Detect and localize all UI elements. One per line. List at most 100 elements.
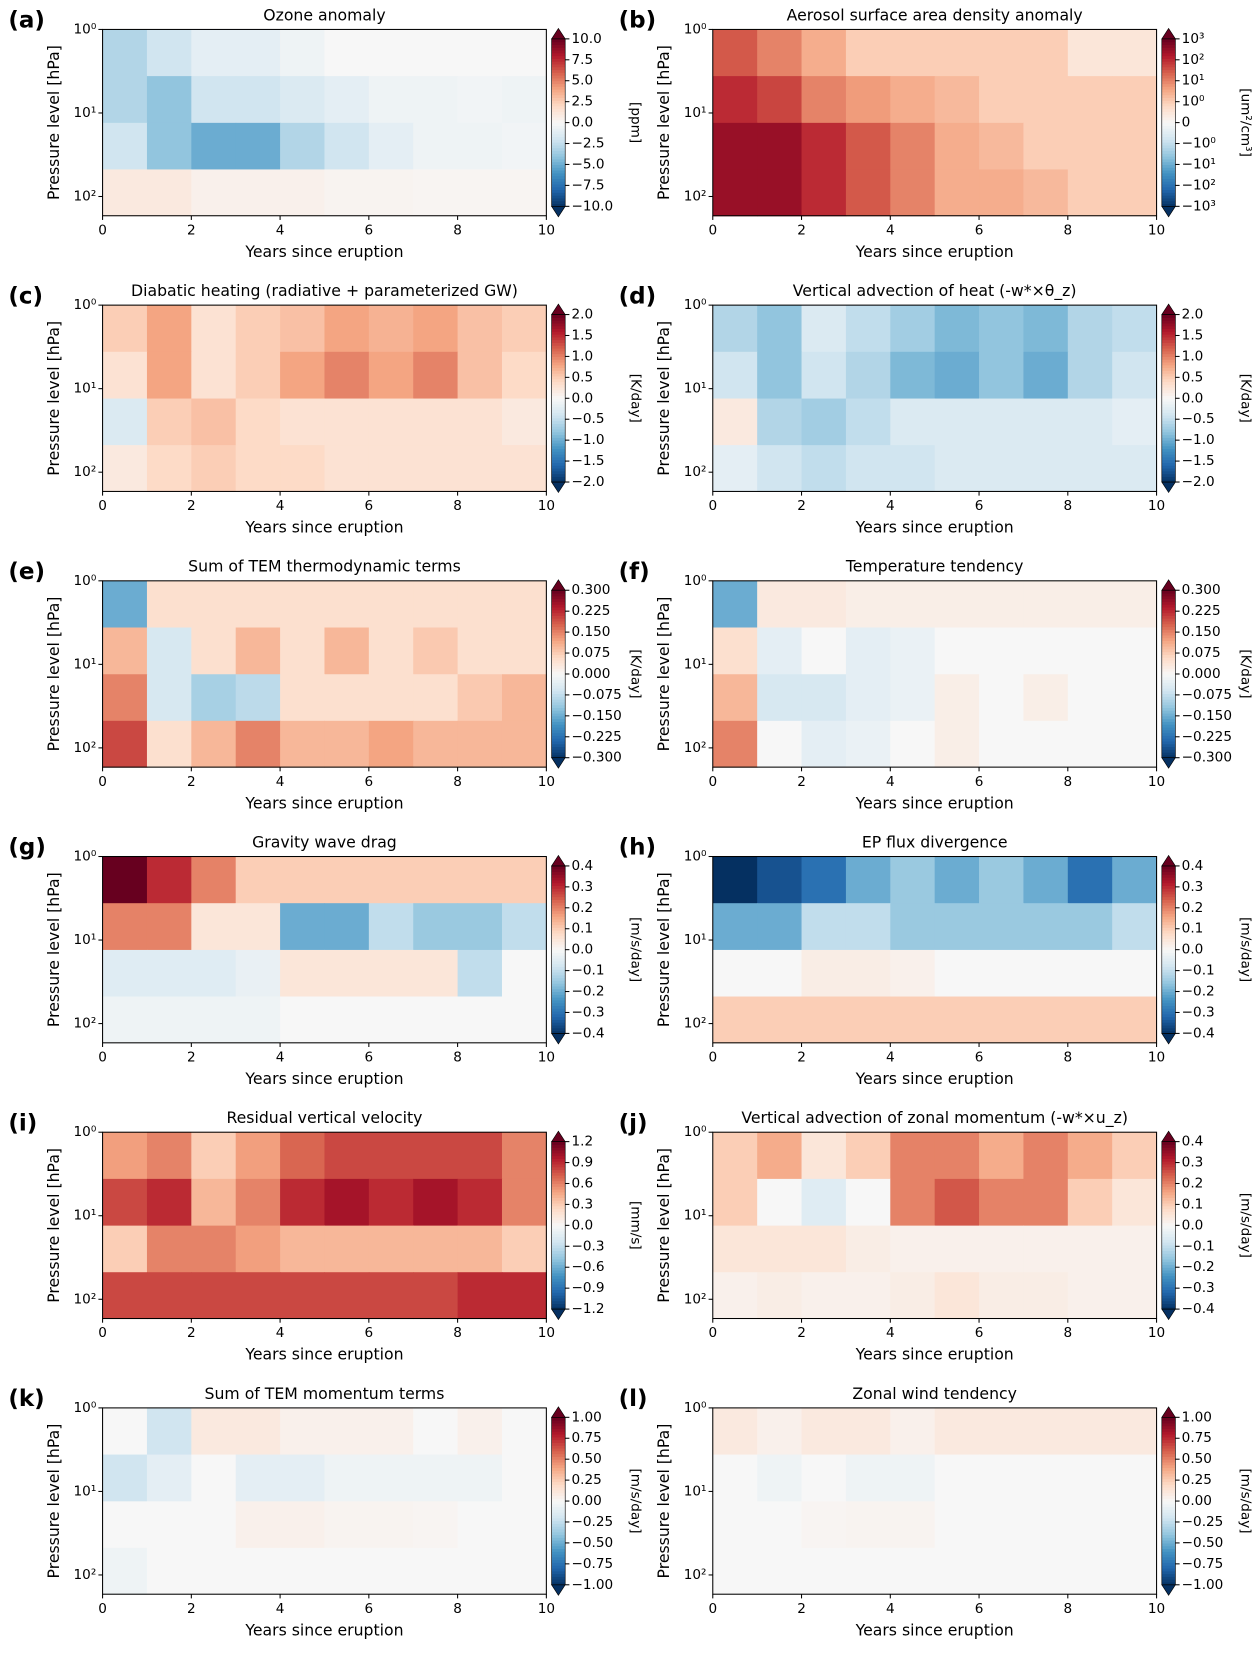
- colorbar-segment: [1161, 657, 1176, 661]
- colorbar-segment: [1161, 955, 1176, 959]
- colorbar-segment: [1161, 94, 1176, 98]
- colorbar-tick-label: 0.225: [1182, 603, 1221, 619]
- colorbar-segment: [551, 1470, 566, 1474]
- colorbar-segment: [551, 1239, 566, 1243]
- x-axis-label: Years since eruption: [855, 1345, 1014, 1364]
- heat-cell: [280, 1454, 325, 1502]
- heat-cell: [890, 856, 936, 904]
- heat-cell: [1023, 76, 1069, 124]
- heat-cell: [845, 580, 891, 629]
- colorbar-segment: [1161, 1283, 1176, 1288]
- chart-title: Zonal wind tendency: [852, 1384, 1017, 1403]
- colorbar-segment: [1161, 156, 1176, 160]
- heat-cell: [501, 949, 547, 998]
- heat-cell: [191, 1178, 237, 1227]
- colorbar-segment: [551, 1013, 566, 1018]
- x-tick-label: 2: [797, 498, 806, 514]
- panel-label: (e): [8, 559, 45, 585]
- heat-cell: [979, 996, 1024, 1044]
- heat-cell: [890, 76, 936, 124]
- heat-cell: [1067, 1547, 1113, 1595]
- colorbar-segment: [1161, 1225, 1176, 1229]
- colorbar-segment: [1161, 470, 1176, 475]
- colorbar-segment: [1161, 1256, 1176, 1260]
- x-tick-label: 8: [453, 1049, 462, 1065]
- heat-cell: [1112, 1454, 1158, 1502]
- colorbar-segment: [1161, 1537, 1176, 1541]
- y-tick-label: 10¹: [74, 105, 97, 121]
- colorbar-segment: [1161, 136, 1176, 140]
- heat-cell: [757, 720, 803, 768]
- heat-cell: [413, 856, 459, 904]
- colorbar-segment: [1161, 590, 1176, 594]
- heat-cell: [1067, 674, 1113, 722]
- colorbar-segment: [1161, 1258, 1176, 1263]
- colorbar-segment: [551, 715, 566, 720]
- x-tick-label: 8: [453, 1601, 462, 1617]
- colorbar-segment: [551, 183, 566, 188]
- colorbar-segment: [1161, 1219, 1176, 1224]
- x-tick-label: 4: [886, 774, 895, 790]
- colorbar-segment: [1161, 1492, 1176, 1496]
- colorbar-segment: [551, 1183, 566, 1187]
- colorbar-tick-label: 0.150: [1182, 624, 1221, 640]
- colorbar-extend: [551, 481, 566, 494]
- heat-cell: [501, 996, 547, 1044]
- x-tick-label: 10: [1148, 1049, 1165, 1065]
- x-tick-label: 10: [538, 222, 555, 238]
- colorbar-segment: [551, 1420, 566, 1424]
- heat-cell: [890, 674, 936, 722]
- heat-cell: [324, 122, 370, 170]
- colorbar-segment: [1161, 918, 1176, 923]
- heat-cell: [890, 1547, 936, 1595]
- colorbar-segment: [1161, 660, 1176, 664]
- colorbar-tick-label: 1.00: [571, 1409, 601, 1425]
- colorbar-segment: [551, 156, 566, 160]
- heat-cell: [235, 1178, 281, 1227]
- colorbar-segment: [551, 86, 566, 90]
- y-tick-label: 10⁰: [684, 849, 707, 865]
- colorbar-segment: [1161, 367, 1176, 371]
- colorbar-segment: [1161, 445, 1176, 450]
- colorbar-segment: [551, 1158, 566, 1162]
- colorbar-segment: [1161, 999, 1176, 1004]
- colorbar-segment: [551, 729, 566, 734]
- colorbar-segment: [1161, 142, 1176, 146]
- heat-cell: [845, 1407, 891, 1456]
- x-axis-label: Years since eruption: [244, 1069, 403, 1088]
- colorbar-tick-label: −1.00: [571, 1577, 613, 1593]
- y-tick-label: 10²: [684, 740, 707, 756]
- x-tick-label: 2: [797, 1049, 806, 1065]
- heat-cell: [368, 1501, 414, 1549]
- colorbar-tick-label: 0.4: [1182, 858, 1204, 874]
- heat-cell: [801, 720, 847, 768]
- heat-cell: [934, 627, 980, 675]
- x-tick-label: 6: [365, 1049, 374, 1065]
- x-tick-label: 0: [708, 498, 717, 514]
- heat-cell: [235, 674, 281, 722]
- colorbar-segment: [551, 314, 566, 318]
- colorbar-segment: [1161, 701, 1176, 706]
- colorbar-segment: [1161, 958, 1176, 962]
- heat-cell: [1023, 856, 1069, 904]
- colorbar-segment: [1161, 1230, 1176, 1235]
- colorbar-segment: [551, 153, 566, 157]
- heat-cell: [280, 996, 325, 1044]
- y-tick-label: 10¹: [684, 1483, 707, 1499]
- colorbar-segment: [1161, 927, 1176, 931]
- colorbar-tick-label: −0.75: [571, 1556, 613, 1572]
- colorbar-segment: [551, 1197, 566, 1201]
- heat-cell: [368, 1272, 414, 1320]
- colorbar-tick-label: 0: [1182, 115, 1191, 131]
- colorbar-tick-label: 0.225: [571, 603, 610, 619]
- colorbar-tick-label: 0.50: [571, 1451, 601, 1467]
- y-tick-label: 10²: [74, 464, 97, 480]
- colorbar-segment: [1161, 891, 1176, 895]
- heat-cell: [934, 1501, 980, 1549]
- y-tick-label: 10¹: [74, 932, 97, 948]
- heat-cell: [324, 1272, 370, 1320]
- heat-cell: [890, 169, 936, 217]
- colorbar-segment: [551, 1166, 566, 1171]
- colorbar-segment: [1161, 66, 1176, 71]
